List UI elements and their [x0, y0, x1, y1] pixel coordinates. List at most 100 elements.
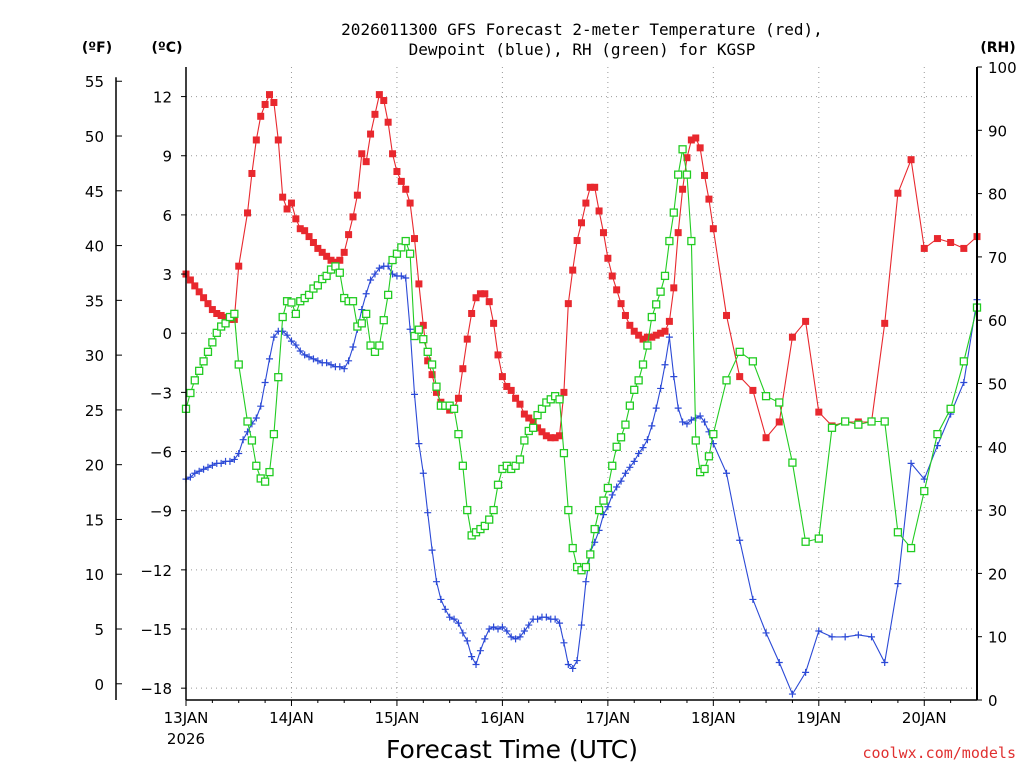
rh-point: [221, 319, 230, 328]
fahrenheit-tick-label: 15: [85, 511, 104, 529]
x-tick-label: 16JAN: [480, 709, 525, 727]
rh-point: [388, 255, 397, 265]
credit-label: coolwx.com/models: [862, 744, 1016, 762]
temperature-point: [305, 233, 313, 241]
dewpoint-point: [336, 363, 344, 371]
temperature-point: [604, 254, 612, 262]
rh-point: [841, 417, 850, 426]
dewpoint-point: [736, 536, 744, 544]
dewpoint-point: [454, 619, 462, 627]
rh-point: [761, 392, 771, 401]
fahrenheit-tick-label: 50: [85, 128, 104, 146]
rh-point: [647, 312, 656, 322]
temperature-point: [244, 209, 252, 217]
temperature-point: [696, 144, 704, 152]
dewpoint-point: [301, 351, 309, 359]
dewpoint-point: [621, 469, 629, 477]
rh-point: [893, 528, 903, 537]
series-layer: [181, 91, 982, 698]
temperature-point: [762, 434, 770, 442]
temperature-point: [283, 205, 291, 213]
temperature-point: [402, 185, 410, 193]
temperature-point: [661, 327, 669, 335]
fahrenheit-tick-label: 5: [94, 621, 104, 639]
dewpoint-point: [292, 341, 300, 349]
dewpoint-point: [441, 605, 449, 613]
temperature-point: [670, 284, 678, 292]
dewpoint-point: [481, 635, 489, 643]
rh-point: [199, 357, 208, 366]
rh-point: [304, 290, 314, 300]
celsius-tick-label: −3: [150, 384, 172, 402]
dewpoint-point: [296, 347, 304, 355]
temperature-point: [907, 156, 915, 164]
temperature-point: [490, 319, 498, 327]
dewpoint-point: [402, 274, 410, 282]
dewpoint-point: [217, 459, 225, 467]
series-line: [185, 93, 978, 439]
temperature-point: [191, 282, 199, 290]
dewpoint-point: [432, 578, 440, 586]
temperature-point: [314, 244, 322, 252]
temperature-point: [775, 418, 783, 426]
series-line: [185, 149, 978, 571]
rh-point: [313, 281, 322, 290]
rh-point: [208, 338, 217, 347]
rh-point: [634, 376, 643, 385]
temperature-point: [520, 410, 528, 418]
rh-point: [370, 347, 380, 357]
dewpoint-point: [204, 463, 212, 471]
temperature-point: [485, 298, 493, 306]
temperature-point: [538, 428, 546, 436]
temperature-point: [323, 252, 331, 260]
celsius-tick-label: 3: [162, 266, 172, 284]
temperature-point: [749, 386, 757, 394]
rh-point: [660, 271, 670, 281]
temperature-point: [301, 227, 309, 235]
temperature-point: [736, 373, 744, 381]
temperature-point: [217, 311, 225, 319]
temperature-point: [200, 294, 208, 302]
plot-frame: [115, 67, 978, 701]
rh-point: [687, 236, 696, 246]
rh-point: [669, 208, 678, 217]
temperature-point: [556, 432, 564, 440]
dewpoint-point: [643, 436, 651, 444]
temperature-point: [375, 91, 383, 99]
rh-point: [493, 480, 503, 489]
rh-point: [722, 376, 731, 385]
dewpoint-point: [476, 647, 484, 655]
dewpoint-point: [560, 639, 568, 647]
rh-point: [291, 309, 301, 319]
dewpoint-point: [327, 361, 335, 369]
temperature-point: [665, 317, 673, 325]
temperature-point: [591, 183, 599, 191]
temperature-point: [542, 432, 550, 440]
temperature-point: [345, 231, 353, 239]
celsius-tick-label: 0: [162, 325, 172, 343]
temperature-point: [529, 418, 537, 426]
temperature-point: [274, 136, 282, 144]
dewpoint-point: [788, 690, 796, 698]
temperature-point: [613, 286, 621, 294]
temperature-point: [296, 225, 304, 233]
rh-point: [630, 385, 639, 394]
rh-point: [612, 442, 621, 451]
rh-point: [449, 404, 459, 413]
rh-point: [419, 335, 428, 344]
rh-point: [357, 319, 366, 328]
dewpoint-point: [652, 404, 660, 412]
temperature-point: [393, 168, 401, 176]
dewpoint-point: [191, 469, 199, 477]
dewpoint-point: [599, 511, 607, 519]
temperature-point: [252, 136, 260, 144]
temperature-point: [586, 183, 594, 191]
temperature-point: [446, 406, 454, 414]
dewpoint-point: [683, 420, 691, 428]
temperature-point: [367, 130, 375, 138]
dewpoint-point: [419, 469, 427, 477]
dewpoint-point: [384, 262, 392, 270]
temperature-point: [331, 258, 339, 266]
dewpoint-point: [881, 659, 889, 667]
dewpoint-point: [494, 625, 502, 633]
